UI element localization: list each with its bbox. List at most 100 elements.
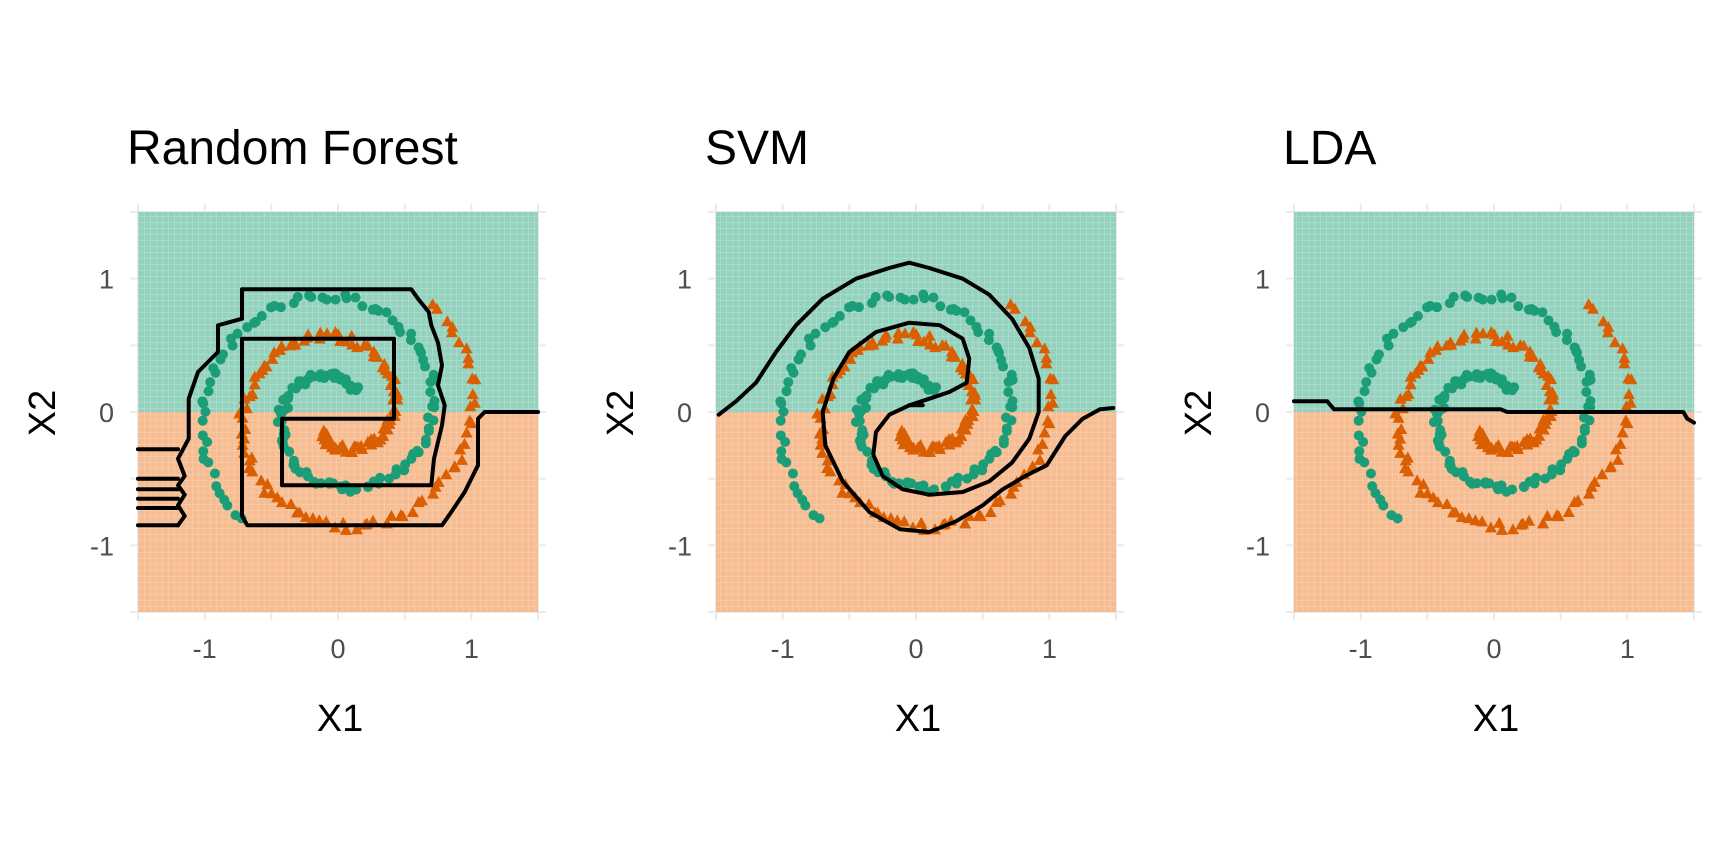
point-class-b <box>1470 326 1483 338</box>
y-tick-label: 0 <box>677 398 692 428</box>
point-class-b <box>1476 515 1489 527</box>
point-class-b <box>466 372 479 384</box>
point-class-a <box>844 302 855 313</box>
point-class-b <box>824 465 837 477</box>
point-class-a <box>209 468 220 479</box>
decision-regions <box>716 212 1116 612</box>
point-class-a <box>367 304 378 315</box>
point-class-a <box>1579 412 1590 423</box>
point-class-b <box>1422 352 1435 364</box>
point-class-a <box>406 328 417 339</box>
x-tick-label: -1 <box>193 634 217 664</box>
point-class-b <box>1424 346 1437 358</box>
point-class-a <box>425 387 436 398</box>
point-class-b <box>377 429 390 441</box>
point-class-b <box>1030 336 1043 348</box>
point-class-b <box>258 486 271 498</box>
point-class-a <box>998 434 1009 445</box>
point-class-b <box>1472 430 1485 442</box>
point-class-b <box>898 515 911 527</box>
panel-title: LDA <box>1283 122 1376 175</box>
point-class-a <box>1585 396 1596 407</box>
panel-lda: LDA -1 0 1 -1 0 1 X1 X2 <box>1178 122 1702 740</box>
point-class-b <box>1534 357 1547 369</box>
point-class-b <box>1046 396 1059 408</box>
point-class-b <box>427 487 440 499</box>
point-class-b <box>936 338 949 350</box>
point-class-a <box>1443 382 1454 393</box>
point-class-b <box>448 460 461 472</box>
point-class-a <box>959 307 970 318</box>
point-class-b <box>965 385 978 397</box>
point-class-b <box>1541 509 1554 521</box>
point-class-b <box>1618 351 1631 363</box>
boundary-segment <box>716 260 1116 534</box>
point-class-b <box>460 342 473 354</box>
point-class-a <box>850 417 861 428</box>
point-class-b <box>1392 411 1405 423</box>
y-tick-label: -1 <box>1246 531 1270 561</box>
point-class-b <box>243 454 256 466</box>
point-class-a <box>1584 369 1595 380</box>
point-class-b <box>1394 392 1407 404</box>
point-class-b <box>933 439 946 451</box>
point-class-b <box>1394 446 1407 458</box>
point-class-b <box>1399 454 1412 466</box>
point-class-a <box>776 446 787 457</box>
panel-title: SVM <box>705 122 809 175</box>
point-class-a <box>203 457 214 468</box>
point-class-a <box>814 513 825 524</box>
point-class-a <box>423 423 434 434</box>
point-class-b <box>261 478 274 490</box>
point-class-b <box>1511 439 1524 451</box>
point-class-b <box>446 320 459 332</box>
point-class-a <box>1496 289 1507 300</box>
point-class-b <box>1024 320 1037 332</box>
x-tick-label: 0 <box>908 634 923 664</box>
y-tick-label: 0 <box>1255 398 1270 428</box>
point-class-b <box>955 429 968 441</box>
point-class-a <box>1486 294 1497 305</box>
point-class-b <box>945 345 958 357</box>
point-class-a <box>340 289 351 300</box>
point-class-b <box>814 438 827 450</box>
point-class-a <box>304 290 315 301</box>
point-class-a <box>1471 478 1482 489</box>
point-class-a <box>393 321 404 332</box>
y-axis-label: X2 <box>1178 390 1220 436</box>
point-class-b <box>1517 517 1530 529</box>
point-class-a <box>1562 328 1573 339</box>
point-class-b <box>367 514 380 526</box>
tick-labels: -1 0 1 -1 0 1 <box>1246 265 1635 664</box>
point-class-a <box>971 321 982 332</box>
point-class-a <box>215 354 226 365</box>
point-class-b <box>1402 465 1415 477</box>
point-class-b <box>1038 342 1051 354</box>
point-class-b <box>350 523 363 535</box>
point-class-a <box>1507 484 1518 495</box>
point-class-a <box>1473 292 1484 303</box>
point-class-b <box>1485 443 1498 455</box>
point-class-b <box>1004 298 1017 310</box>
point-class-b <box>1440 497 1453 509</box>
point-class-a <box>953 472 964 483</box>
point-class-a <box>783 377 794 388</box>
point-class-b <box>1501 445 1514 457</box>
point-class-a <box>781 457 792 468</box>
point-class-a <box>1392 513 1403 524</box>
x-axis-label: X1 <box>317 698 363 740</box>
point-class-a <box>413 342 424 353</box>
point-class-b <box>1455 511 1468 523</box>
point-class-b <box>462 357 475 369</box>
point-class-a <box>1378 500 1389 511</box>
point-class-a <box>1523 304 1534 315</box>
point-class-a <box>1371 354 1382 365</box>
x-axis-label: X1 <box>895 698 941 740</box>
point-class-a <box>1359 457 1370 468</box>
x-tick-label: 1 <box>464 634 479 664</box>
point-class-a <box>778 406 789 417</box>
y-tick-label: 0 <box>99 398 114 428</box>
point-class-a <box>918 289 929 300</box>
point-class-a <box>1513 301 1524 312</box>
point-class-a <box>1361 377 1372 388</box>
